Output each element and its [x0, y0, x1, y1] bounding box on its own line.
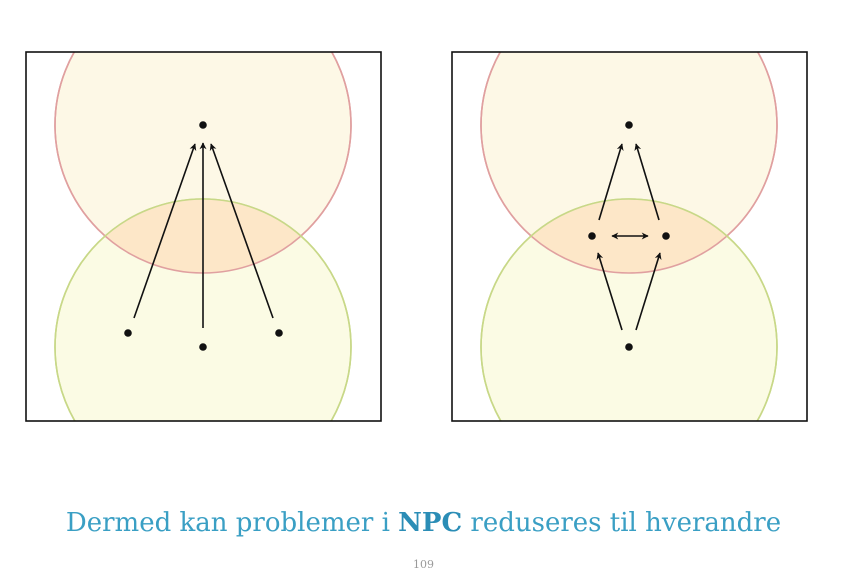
left-panel-frame — [25, 51, 382, 422]
node-mid-right — [662, 232, 670, 240]
node-bottom-left — [124, 329, 132, 337]
upper-circle-outline — [480, 52, 778, 274]
left-nodes — [124, 121, 283, 351]
node-bottom-right — [275, 329, 283, 337]
arrow-bottom-to-left-mid — [596, 252, 623, 331]
lower-circle-outline — [480, 198, 778, 421]
caption-npc: NPC — [398, 508, 463, 538]
right-arrows — [596, 143, 662, 331]
node-top — [199, 121, 207, 129]
left-arrows — [133, 142, 274, 328]
caption-text-after: reduseres til hverandre — [462, 508, 782, 538]
arrow-bottom-to-right-mid — [635, 252, 662, 331]
caption: Dermed kan problemer i NPC reduseres til… — [0, 508, 847, 538]
arrow-right-to-top — [209, 143, 274, 319]
node-top — [625, 121, 633, 129]
right-panel — [480, 52, 778, 421]
right-panel-frame — [451, 51, 808, 422]
arrow-right-mid-to-top — [634, 143, 660, 221]
arrow-left-to-top — [133, 143, 197, 319]
node-mid-left — [588, 232, 596, 240]
page-number: 109 — [413, 558, 434, 571]
node-bottom — [625, 343, 633, 351]
arrow-left-mid-to-top — [598, 143, 624, 221]
caption-text-before: Dermed kan problemer i — [65, 508, 399, 538]
right-nodes — [588, 121, 670, 351]
node-bottom-center — [199, 343, 207, 351]
